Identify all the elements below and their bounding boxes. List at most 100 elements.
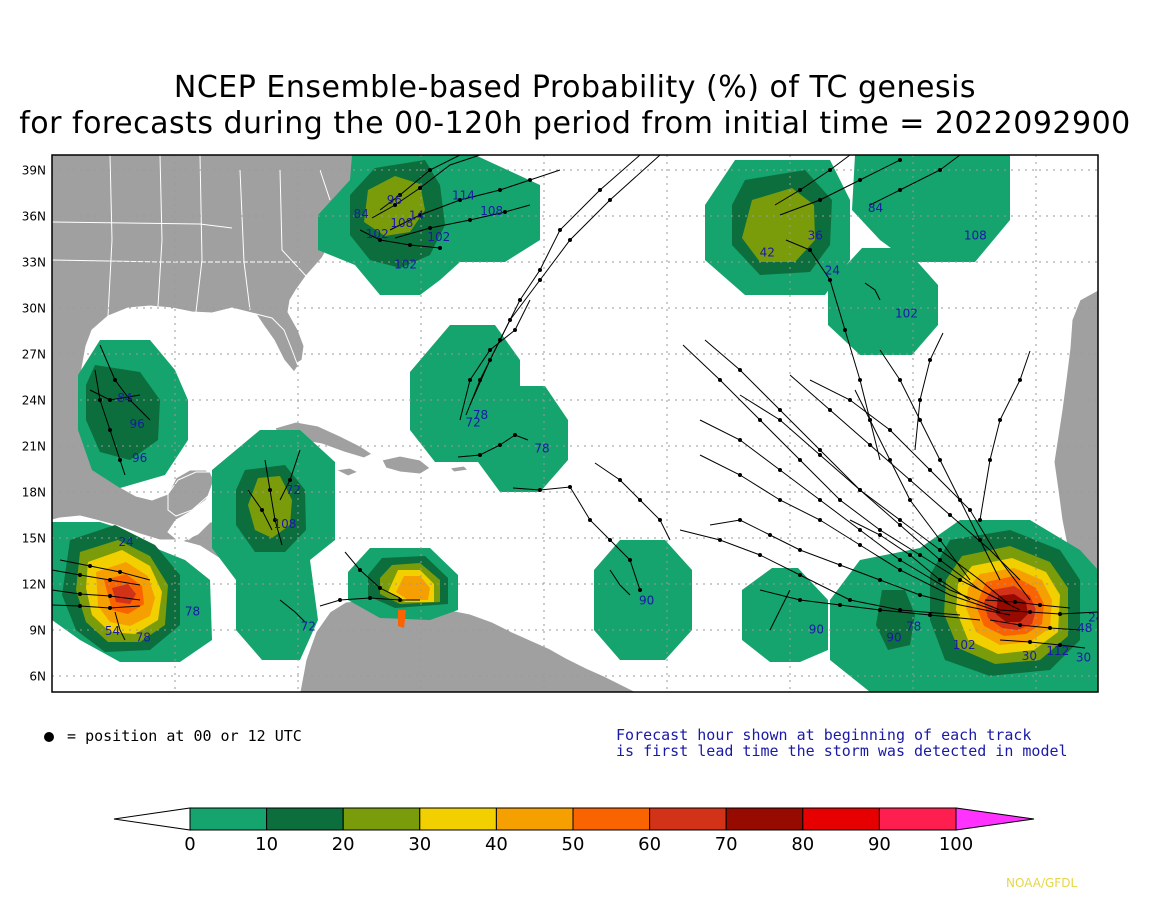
storm-track bbox=[864, 282, 881, 301]
colorbar-segment bbox=[342, 807, 421, 831]
colorbar-segment bbox=[266, 807, 344, 831]
storm-track bbox=[344, 551, 401, 599]
border-line bbox=[107, 155, 113, 317]
map-title-line2: for forecasts during the 00-120h period … bbox=[19, 106, 1131, 141]
track-hour-label: 90 bbox=[809, 623, 824, 637]
storm-track bbox=[99, 344, 151, 421]
colorbar-label: 30 bbox=[408, 834, 431, 855]
track-hour-label: 84 bbox=[117, 391, 132, 405]
storm-track bbox=[52, 604, 141, 609]
track-hour-label: 114 bbox=[452, 188, 475, 202]
colorbar-label: 60 bbox=[638, 834, 661, 855]
probability-area bbox=[248, 476, 292, 538]
storm-track bbox=[779, 159, 901, 216]
colorbar-above-triangle bbox=[955, 807, 1035, 831]
track-hour-label: 84 bbox=[868, 201, 883, 215]
storm-track bbox=[379, 155, 461, 211]
track-hour-label: 102 bbox=[953, 638, 976, 652]
latitude-label: 24N bbox=[22, 393, 46, 407]
position-dot-icon bbox=[44, 731, 54, 742]
track-hour-label: 72 bbox=[286, 483, 301, 497]
latitude-label: 15N bbox=[22, 532, 46, 546]
jamaica-land bbox=[334, 467, 360, 477]
forecast-hour-note: Forecast hour shown at beginning of each… bbox=[616, 727, 1106, 759]
track-hour-label: 14 bbox=[409, 208, 424, 222]
storm-track bbox=[869, 155, 961, 206]
colorbar-label: 0 bbox=[184, 834, 195, 855]
latitude-label: 12N bbox=[22, 578, 46, 592]
forecast-note-line2: is first lead time the storm was detecte… bbox=[616, 742, 1068, 760]
latitude-label: 18N bbox=[22, 486, 46, 500]
latitude-label: 6N bbox=[29, 670, 46, 684]
track-position-dots bbox=[78, 158, 1062, 647]
probability-area bbox=[742, 568, 828, 662]
latitude-label: 30N bbox=[22, 301, 46, 315]
colorbar-below-triangle bbox=[113, 807, 191, 831]
storm-track bbox=[739, 394, 1021, 611]
track-hour-label: 108 bbox=[390, 216, 413, 230]
storm-track bbox=[774, 155, 851, 206]
track-hour-label: 102 bbox=[394, 258, 417, 272]
forecast-note-line1: Forecast hour shown at beginning of each… bbox=[616, 726, 1032, 744]
storm-track bbox=[114, 611, 126, 641]
track-hour-label: 54 bbox=[105, 624, 120, 638]
map-frame bbox=[51, 154, 1099, 693]
colorbar-label: 50 bbox=[562, 834, 585, 855]
yucatan-land bbox=[167, 471, 215, 517]
south-america-land bbox=[299, 595, 637, 692]
storm-track bbox=[999, 639, 1086, 649]
storm-track bbox=[512, 486, 641, 591]
colorbar-label: 100 bbox=[939, 834, 973, 855]
track-hour-label: 24 bbox=[1088, 610, 1103, 624]
border-line bbox=[157, 155, 163, 307]
position-legend-text: = position at 00 or 12 UTC bbox=[67, 727, 302, 745]
track-hour-label: 24 bbox=[118, 535, 133, 549]
storm-track bbox=[759, 589, 981, 621]
track-hour-label: 36 bbox=[808, 228, 823, 242]
colorbar-label: 20 bbox=[332, 834, 355, 855]
track-hour-label: 96 bbox=[387, 193, 402, 207]
track-hour-label: 90 bbox=[639, 594, 654, 608]
colorbar-label: 90 bbox=[868, 834, 891, 855]
probability-area bbox=[852, 155, 1010, 262]
storm-track bbox=[989, 619, 1081, 631]
storm-track bbox=[984, 599, 1071, 609]
storm-track bbox=[264, 459, 283, 546]
storm-track bbox=[279, 599, 306, 623]
colorbar-label: 70 bbox=[715, 834, 738, 855]
probability-area bbox=[86, 365, 160, 460]
storm-track bbox=[52, 589, 141, 601]
storm-track bbox=[914, 332, 944, 451]
track-hour-label: 30 bbox=[1022, 649, 1037, 663]
storm-track bbox=[465, 155, 641, 416]
track-hour-label: 108 bbox=[964, 228, 987, 242]
position-legend: = position at 00 or 12 UTC bbox=[44, 727, 302, 745]
map-title-line1: NCEP Ensemble-based Probability (%) of T… bbox=[173, 70, 977, 105]
storm-track bbox=[359, 229, 441, 249]
colorbar-segment bbox=[725, 807, 804, 831]
track-hour-label: 90 bbox=[886, 630, 901, 644]
colorbar-label: 40 bbox=[485, 834, 508, 855]
border-line bbox=[319, 169, 331, 201]
track-hour-label: 84 bbox=[353, 207, 368, 221]
latitude-label: 33N bbox=[22, 255, 46, 269]
storm-track bbox=[699, 419, 1001, 611]
colorbar-segment bbox=[878, 807, 957, 831]
track-hour-label: 96 bbox=[132, 451, 147, 465]
colorbar-segment bbox=[649, 807, 727, 831]
latitude-label: 9N bbox=[29, 624, 46, 638]
storm-track bbox=[999, 609, 1098, 615]
track-hour-label: 48 bbox=[1077, 621, 1092, 635]
track-hour-label: 78 bbox=[185, 604, 200, 618]
colorbar-segment bbox=[802, 807, 880, 831]
credit-text: NOAA/GFDL bbox=[1006, 876, 1078, 890]
probability-area bbox=[410, 325, 568, 492]
puerto-rico-land bbox=[448, 465, 470, 473]
track-hour-label: 78 bbox=[906, 620, 921, 634]
storm-track bbox=[699, 454, 1001, 613]
track-hour-label: 42 bbox=[760, 245, 775, 259]
latitude-label: 36N bbox=[22, 209, 46, 223]
track-hour-label: 102 bbox=[895, 307, 918, 321]
border-line bbox=[52, 221, 233, 229]
